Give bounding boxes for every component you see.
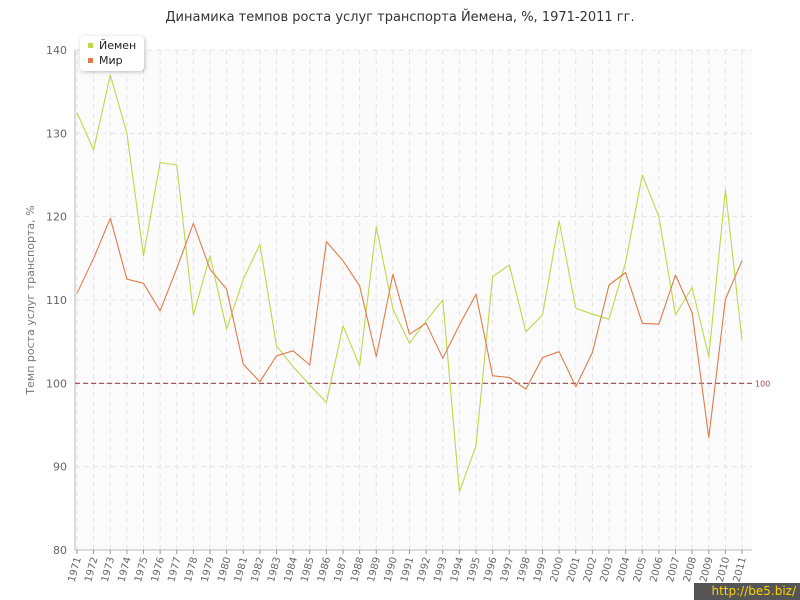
x-tick-label: 1984 [283,556,300,583]
y-tick-label: 100 [46,377,67,390]
y-axis-label: Темп роста услуг транспорта, % [24,205,37,395]
x-tick-label: 2009 [698,556,715,583]
series-line-yemen [76,74,743,493]
y-tick-label: 140 [46,44,67,57]
x-tick-label: 2004 [615,556,632,583]
chart-title: Динамика темпов роста услуг транспорта Й… [165,10,635,25]
x-tick-label: 1974 [117,556,134,583]
x-tick-label: 1988 [349,556,366,583]
watermark-link[interactable]: http://be5.biz/ [694,583,800,600]
x-tick-label: 1992 [416,556,433,583]
x-tick-label: 1979 [200,556,217,583]
x-tick-label: 1993 [432,556,449,583]
x-tick-label: 1973 [100,556,117,583]
y-tick-label: 110 [46,294,67,307]
y-tick-label: 130 [46,127,67,140]
legend-label-world: Мир [99,54,123,67]
x-tick-label: 1994 [449,556,466,583]
legend-swatch-world [88,58,93,63]
x-tick-label: 1986 [316,556,333,583]
x-tick-label: 1998 [516,556,533,583]
x-tick-label: 2005 [632,556,649,583]
y-tick-label: 90 [53,461,67,474]
x-tick-label: 1990 [383,556,400,583]
x-tick-label: 1975 [133,556,150,583]
x-tick-label: 1996 [482,556,499,583]
legend-label-yemen: Йемен [99,39,137,52]
x-tick-label: 1981 [233,556,250,583]
x-tick-label: 1989 [366,556,383,583]
x-tick-label: 2011 [732,556,749,583]
x-tick-label: 1997 [499,556,516,583]
x-tick-label: 1999 [532,556,549,583]
legend-item-world[interactable]: Мир [88,53,136,68]
x-tick-label: 1983 [266,556,283,583]
reference-line-label: 100 [755,379,770,388]
y-tick-label: 80 [53,544,67,557]
x-tick-label: 1991 [399,556,416,583]
x-tick-label: 1985 [299,556,316,583]
x-tick-label: 1978 [183,556,200,583]
x-tick-label: 2001 [565,556,582,583]
x-tick-label: 1976 [150,556,167,583]
legend-item-yemen[interactable]: Йемен [88,38,136,53]
x-tick-label: 1982 [250,556,267,583]
x-tick-label: 1987 [333,556,350,583]
x-tick-label: 2002 [582,556,599,583]
x-tick-label: 1972 [83,556,100,583]
legend: Йемен Мир [80,36,145,71]
x-tick-label: 1980 [216,556,233,583]
x-tick-label: 2000 [549,556,566,583]
x-tick-label: 2007 [665,556,682,583]
series-line-world [76,217,743,439]
x-tick-label: 2008 [682,556,699,583]
x-tick-label: 2010 [715,556,732,583]
x-tick-label: 1971 [67,556,84,583]
x-tick-label: 2006 [649,556,666,583]
x-tick-label: 1977 [166,556,183,583]
y-tick-label: 120 [46,211,67,224]
x-tick-label: 1995 [466,556,483,583]
legend-swatch-yemen [88,43,93,48]
x-tick-label: 2003 [599,556,616,583]
